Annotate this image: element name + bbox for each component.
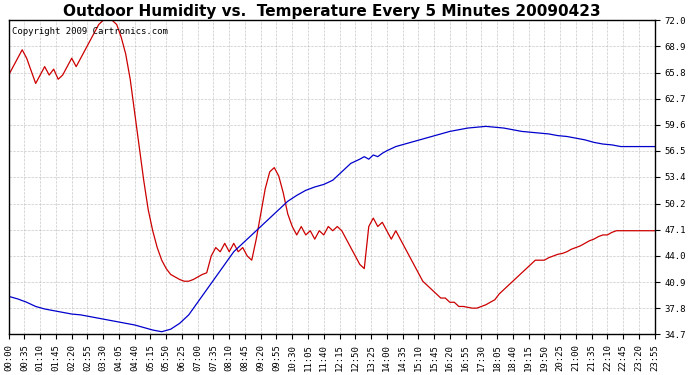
Title: Outdoor Humidity vs.  Temperature Every 5 Minutes 20090423: Outdoor Humidity vs. Temperature Every 5… bbox=[63, 4, 600, 19]
Text: Copyright 2009 Cartronics.com: Copyright 2009 Cartronics.com bbox=[12, 27, 168, 36]
